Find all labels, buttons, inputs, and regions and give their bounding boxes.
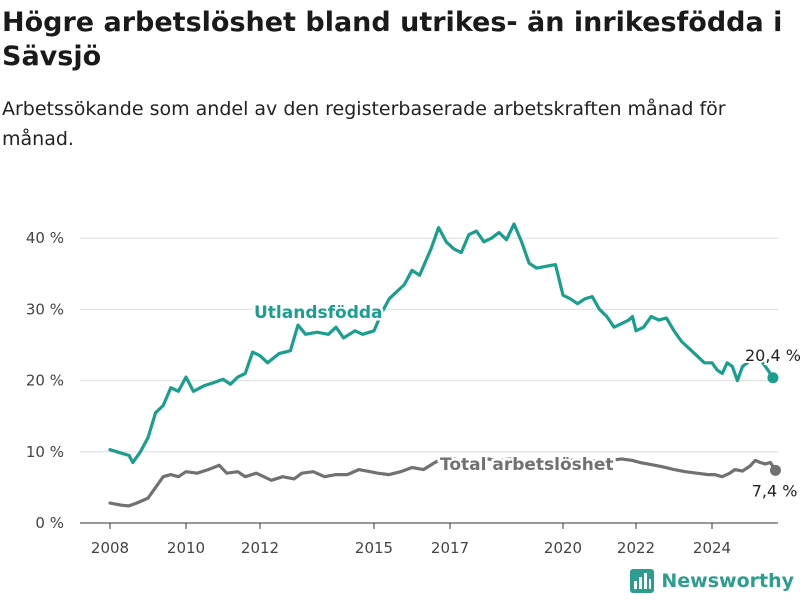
bar-chart-icon xyxy=(630,569,655,593)
axes: 0 % 10 % 20 % 30 % 40 % 2008 2010 2012 2015 2017 2… xyxy=(26,229,731,557)
x-tick-label: 2012 xyxy=(241,539,279,557)
series-end-point xyxy=(767,372,779,384)
y-tick-label: 40 % xyxy=(26,229,64,247)
x-tick-label: 2022 xyxy=(617,539,655,557)
y-tick-label: 20 % xyxy=(26,372,64,390)
x-tick-label: 2010 xyxy=(167,539,205,557)
x-tick-label: 2020 xyxy=(544,539,582,557)
y-tick-label: 0 % xyxy=(35,514,64,532)
series-line-total xyxy=(108,455,778,508)
chart-subtitle: Arbetssökande som andel av den registerb… xyxy=(2,98,726,150)
series-end-point xyxy=(769,464,781,476)
series-annotation-utlandsfodda: Utlandsfödda xyxy=(254,303,383,323)
end-value-label: 7,4 % xyxy=(752,481,798,500)
series-annotation-total: Total arbetslöshet xyxy=(440,455,614,475)
series-line-utlandsfodda xyxy=(108,222,775,465)
x-tick-label: 2015 xyxy=(355,539,393,557)
y-tick-label: 30 % xyxy=(26,300,64,318)
brand-name: Newsworthy xyxy=(661,570,794,592)
x-tick-label: 2024 xyxy=(693,539,731,557)
chart-title: Högre arbetslöshet bland utrikes- än inr… xyxy=(2,7,783,72)
end-value-label: 20,4 % xyxy=(745,346,800,365)
x-tick-label: 2017 xyxy=(431,539,469,557)
series-lines xyxy=(108,222,781,508)
brand-logo[interactable]: Newsworthy xyxy=(629,568,794,594)
x-tick-label: 2008 xyxy=(91,539,129,557)
y-tick-label: 10 % xyxy=(26,443,64,461)
labels: 20,4 % 7,4 % Utlandsfödda Total arbetslöshe… xyxy=(252,301,800,501)
grid-lines xyxy=(80,237,778,524)
